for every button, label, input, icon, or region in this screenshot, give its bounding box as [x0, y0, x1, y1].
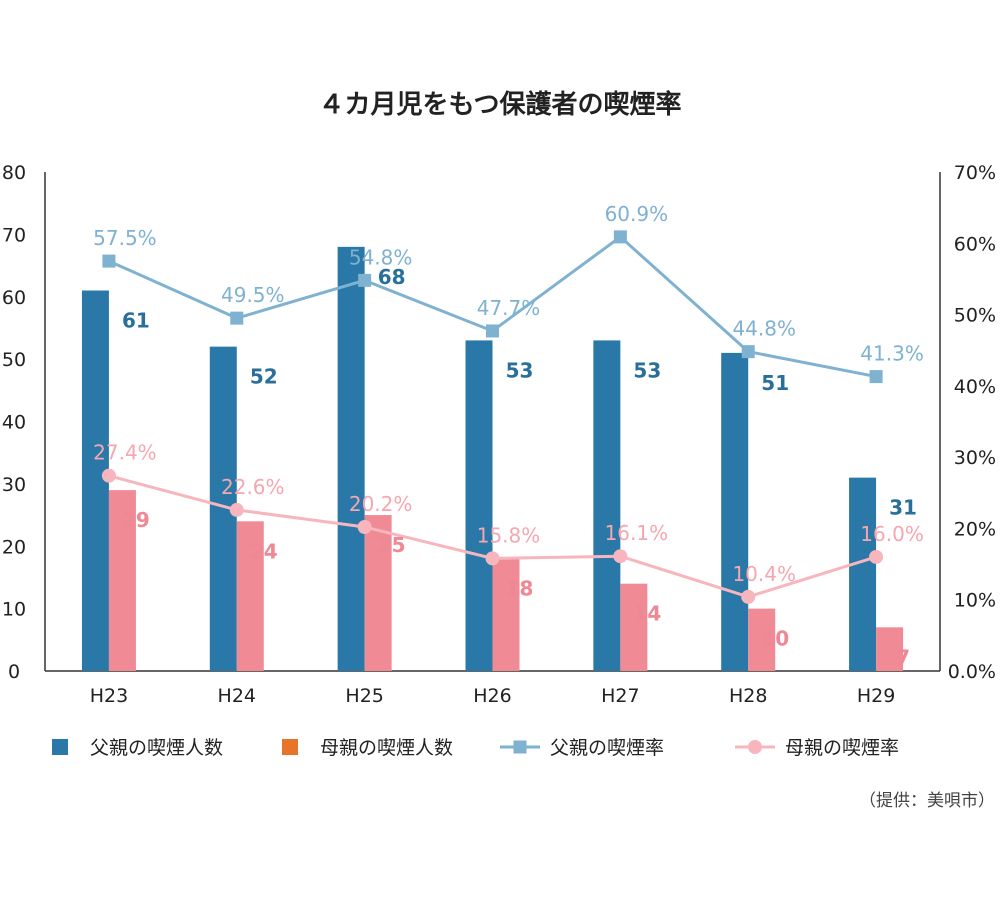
mother-count-bar	[108, 490, 136, 671]
right-tick-label: 60%	[954, 233, 996, 255]
father-rate-marker	[741, 345, 755, 359]
mother-rate-marker	[357, 520, 372, 535]
father-rate-label: 49.5%	[221, 283, 285, 307]
father-rate-marker	[102, 254, 116, 268]
father-rate-label: 41.3%	[860, 342, 924, 366]
left-tick-label: 10	[2, 599, 26, 621]
right-tick-label: 30%	[954, 447, 996, 469]
father-rate-marker	[358, 273, 372, 287]
left-tick-label: 60	[2, 287, 26, 309]
father-rate-marker	[869, 370, 883, 384]
mother-count-label: 14	[633, 602, 661, 626]
left-tick-label: 40	[2, 412, 26, 434]
mother-count-bar	[748, 608, 776, 671]
left-tick-label: 50	[2, 349, 26, 371]
x-tick-label: H24	[218, 685, 256, 707]
mother-rate-marker	[229, 502, 244, 517]
x-tick-label: H28	[729, 685, 767, 707]
mother-count-bar	[492, 558, 520, 671]
father-count-bar	[849, 477, 877, 671]
mother-count-bar	[876, 627, 904, 671]
father-count-label: 31	[889, 496, 917, 520]
x-tick-label: H26	[473, 685, 511, 707]
father-count-bar	[721, 352, 749, 671]
legend-label: 母親の喫煙率	[785, 737, 899, 759]
father-rate-label: 54.8%	[349, 245, 413, 269]
mother-rate-marker	[485, 551, 500, 566]
right-tick-label: 10%	[954, 590, 996, 612]
mother-count-label: 7	[896, 645, 910, 669]
legend: 父親の喫煙人数 母親の喫煙人数 父親の喫煙率 母親の喫煙率	[52, 737, 899, 759]
data-labels: 61 52 68 53 53 51 31 29 24 25 18 14 10 7 57.5% 49.5% 54.…	[93, 202, 924, 669]
mother-rate-label: 27.4%	[93, 441, 157, 465]
father-count-label: 53	[633, 358, 661, 382]
bars	[81, 246, 904, 671]
right-tick-label: 70%	[954, 162, 996, 184]
father-rate-label: 44.8%	[732, 317, 796, 341]
axes: 0 10 20 30 40 50 60 70 80 0.0% 10% 20% 30% 40% 50% 60% 7…	[2, 162, 996, 707]
x-tick-label: H29	[857, 685, 895, 707]
x-tick-label: H25	[345, 685, 383, 707]
right-tick-label: 20%	[954, 518, 996, 540]
father-count-bar	[337, 246, 365, 671]
chart-title: ４カ月児をもつ保護者の喫煙率	[319, 89, 682, 120]
father-rate-marker	[613, 230, 627, 244]
father-count-label: 51	[761, 371, 789, 395]
x-tick-label: H27	[601, 685, 639, 707]
legend-label: 父親の喫煙人数	[90, 737, 223, 759]
father-count-bar	[593, 340, 621, 671]
mother-count-label: 24	[250, 539, 278, 563]
father-count-label: 61	[122, 309, 150, 333]
left-tick-label: 80	[2, 162, 26, 184]
right-tick-label: 0.0%	[948, 661, 996, 683]
mother-count-label: 18	[506, 577, 534, 601]
left-tick-label: 0	[8, 661, 20, 683]
father-count-label: 68	[378, 265, 406, 289]
mother-count-bar	[620, 583, 648, 671]
mother-rate-marker	[101, 468, 116, 483]
legend-swatch	[52, 739, 68, 755]
x-tick-label: H23	[90, 685, 128, 707]
left-tick-label: 70	[2, 224, 26, 246]
father-rate-label: 57.5%	[93, 226, 157, 250]
mother-count-label: 29	[122, 508, 150, 532]
mother-count-bar	[236, 521, 264, 671]
father-count-bar	[465, 340, 493, 671]
mother-rate-label: 22.6%	[221, 475, 285, 499]
father-rate-label: 60.9%	[605, 202, 669, 226]
legend-marker	[513, 740, 527, 754]
legend-marker	[748, 740, 762, 754]
left-tick-label: 20	[2, 536, 26, 558]
source-note: （提供：美唄市）	[859, 791, 995, 811]
father-count-label: 52	[250, 365, 278, 389]
mother-rate-label: 20.2%	[349, 492, 413, 516]
mother-count-label: 25	[378, 533, 406, 557]
right-tick-label: 40%	[954, 376, 996, 398]
mother-rate-marker	[741, 589, 756, 604]
mother-rate-label: 15.8%	[477, 523, 541, 547]
legend-label: 父親の喫煙率	[550, 737, 664, 759]
mother-rate-label: 16.1%	[605, 521, 669, 545]
legend-label: 母親の喫煙人数	[320, 737, 453, 759]
father-rate-marker	[230, 311, 244, 325]
mother-rate-label: 10.4%	[732, 562, 796, 586]
left-tick-label: 30	[2, 474, 26, 496]
right-tick-label: 50%	[954, 305, 996, 327]
mother-count-label: 10	[761, 627, 789, 651]
legend-swatch	[282, 739, 298, 755]
lines	[101, 230, 884, 604]
mother-rate-label: 16.0%	[860, 522, 924, 546]
mother-count-bar	[364, 515, 392, 671]
father-rate-label: 47.7%	[477, 296, 541, 320]
father-rate-marker	[486, 324, 499, 338]
mother-rate-marker	[613, 549, 628, 564]
father-count-label: 53	[506, 358, 534, 382]
mother-rate-marker	[869, 549, 884, 564]
